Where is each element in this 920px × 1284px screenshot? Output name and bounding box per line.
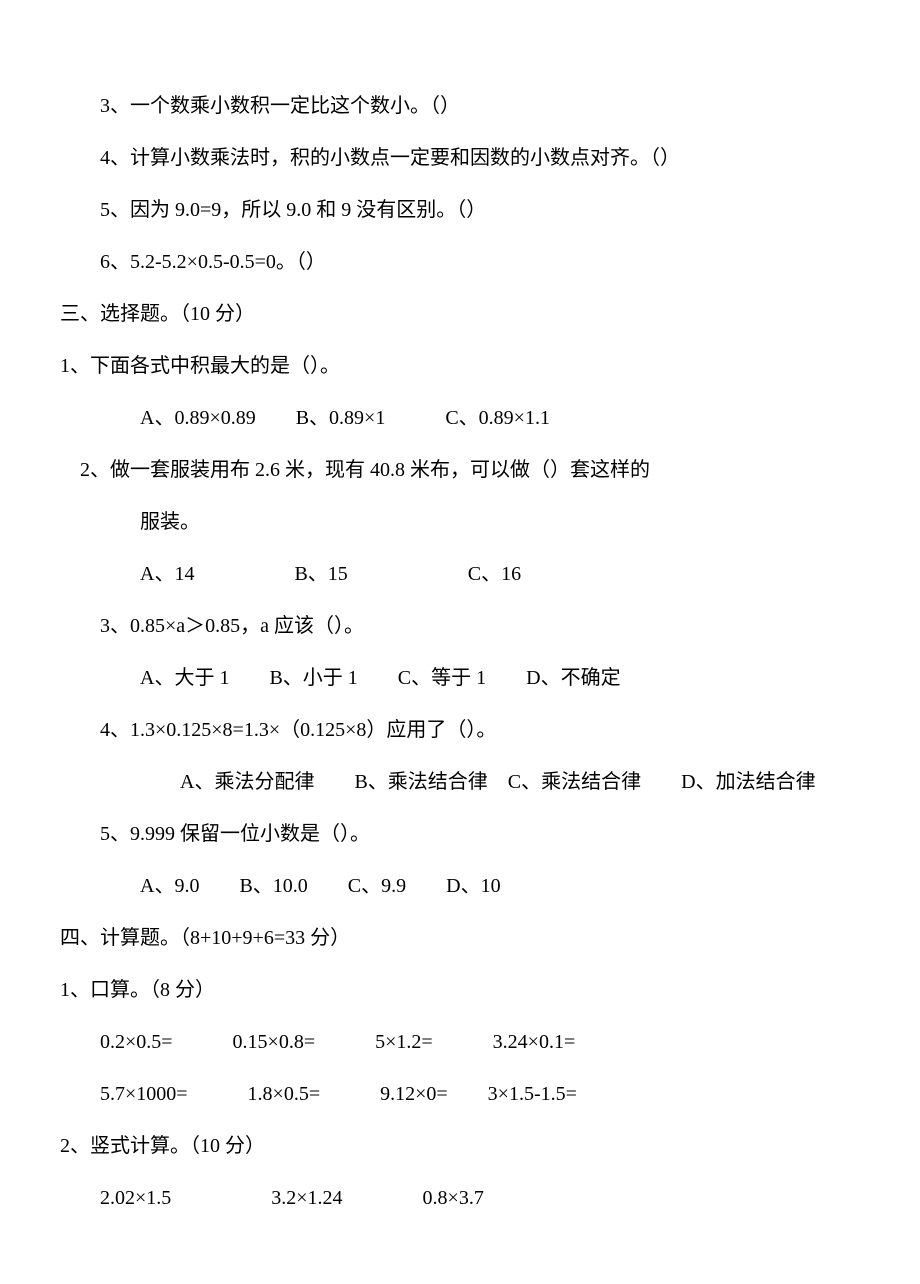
options-3-4: A、乘法分配律 B、乘法结合律 C、乘法结合律 D、加法结合律 (60, 756, 860, 808)
calc-row-3: 2.02×1.5 3.2×1.24 0.8×3.7 (60, 1172, 860, 1224)
calc-row-1: 0.2×0.5= 0.15×0.8= 5×1.2= 3.24×0.1= (60, 1016, 860, 1068)
question-4-2: 2、竖式计算。（10 分） (60, 1120, 860, 1172)
question-s2-6: 6、5.2-5.2×0.5-0.5=0。（） (60, 236, 860, 288)
section-4-title: 四、计算题。（8+10+9+6=33 分） (60, 912, 860, 964)
question-s2-3: 3、一个数乘小数积一定比这个数小。（） (60, 80, 860, 132)
question-3-2: 2、做一套服装用布 2.6 米，现有 40.8 米布，可以做（）套这样的 (60, 444, 860, 496)
question-s2-4: 4、计算小数乘法时，积的小数点一定要和因数的小数点对齐。（） (60, 132, 860, 184)
options-3-3: A、大于 1 B、小于 1 C、等于 1 D、不确定 (60, 652, 860, 704)
options-3-1: A、0.89×0.89 B、0.89×1 C、0.89×1.1 (60, 392, 860, 444)
question-3-5: 5、9.999 保留一位小数是（）。 (60, 808, 860, 860)
question-3-1: 1、下面各式中积最大的是（）。 (60, 340, 860, 392)
options-3-2: A、14 B、15 C、16 (60, 548, 860, 600)
question-4-1: 1、口算。（8 分） (60, 964, 860, 1016)
question-3-2-cont: 服装。 (60, 496, 860, 548)
question-3-3: 3、0.85×a＞0.85，a 应该（）。 (60, 600, 860, 652)
calc-row-2: 5.7×1000= 1.8×0.5= 9.12×0= 3×1.5-1.5= (60, 1068, 860, 1120)
question-3-4: 4、1.3×0.125×8=1.3×（0.125×8）应用了（）。 (60, 704, 860, 756)
options-3-5: A、9.0 B、10.0 C、9.9 D、10 (60, 860, 860, 912)
exam-page: 3、一个数乘小数积一定比这个数小。（） 4、计算小数乘法时，积的小数点一定要和因… (0, 0, 920, 1284)
question-s2-5: 5、因为 9.0=9，所以 9.0 和 9 没有区别。（） (60, 184, 860, 236)
section-3-title: 三、选择题。（10 分） (60, 288, 860, 340)
